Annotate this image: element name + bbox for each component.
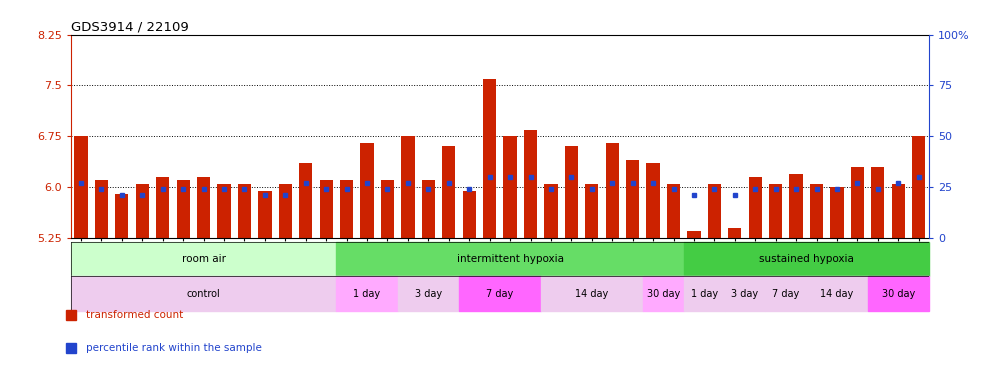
Bar [401, 136, 415, 238]
Bar [94, 180, 108, 238]
Bar [71, 276, 336, 311]
Bar [361, 143, 374, 238]
Bar [340, 180, 353, 238]
Bar [524, 129, 537, 238]
Bar [75, 136, 87, 238]
Text: control: control [187, 289, 220, 299]
Bar [666, 184, 680, 238]
Text: 14 day: 14 day [575, 289, 608, 299]
Text: 30 day: 30 day [882, 289, 915, 299]
Bar [197, 177, 210, 238]
Bar [564, 147, 578, 238]
Bar [806, 276, 868, 311]
Bar [136, 184, 149, 238]
Bar [380, 180, 394, 238]
Text: 3 day: 3 day [415, 289, 442, 299]
Text: 7 day: 7 day [773, 289, 799, 299]
Bar [336, 276, 398, 311]
Bar [177, 180, 190, 238]
Text: 1 day: 1 day [354, 289, 380, 299]
Bar [606, 143, 619, 238]
Bar [115, 194, 129, 238]
Bar [585, 184, 599, 238]
Bar [892, 184, 905, 238]
Bar [684, 242, 929, 276]
Bar [647, 164, 660, 238]
Bar [299, 164, 313, 238]
Bar [483, 79, 496, 238]
Bar [422, 180, 435, 238]
Text: intermittent hypoxia: intermittent hypoxia [456, 254, 563, 264]
Text: 14 day: 14 day [821, 289, 853, 299]
Text: sustained hypoxia: sustained hypoxia [759, 254, 854, 264]
Bar [831, 187, 843, 238]
Bar [850, 167, 864, 238]
Bar [71, 242, 336, 276]
Text: room air: room air [182, 254, 225, 264]
Bar [626, 160, 639, 238]
Bar [789, 174, 803, 238]
Text: percentile rank within the sample: percentile rank within the sample [86, 343, 261, 353]
Bar [868, 276, 929, 311]
Bar [728, 228, 741, 238]
Bar [459, 276, 541, 311]
Text: 3 day: 3 day [731, 289, 759, 299]
Bar [684, 276, 724, 311]
Bar [278, 184, 292, 238]
Bar [503, 136, 517, 238]
Text: 7 day: 7 day [487, 289, 513, 299]
Bar [724, 276, 766, 311]
Bar [810, 184, 823, 238]
Bar [871, 167, 885, 238]
Bar [336, 242, 684, 276]
Bar [217, 184, 231, 238]
Bar [687, 231, 701, 238]
Bar [766, 276, 806, 311]
Bar [319, 180, 333, 238]
Text: GDS3914 / 22109: GDS3914 / 22109 [71, 20, 189, 33]
Bar [463, 190, 476, 238]
Bar [541, 276, 643, 311]
Bar [749, 177, 762, 238]
Bar [769, 184, 782, 238]
Bar [238, 184, 251, 238]
Bar [708, 184, 722, 238]
Bar [912, 136, 925, 238]
Bar [643, 276, 684, 311]
Bar [259, 190, 271, 238]
Bar [398, 276, 459, 311]
Bar [545, 184, 557, 238]
Bar [156, 177, 169, 238]
Text: transformed count: transformed count [86, 310, 183, 320]
Bar [442, 147, 455, 238]
Text: 30 day: 30 day [647, 289, 680, 299]
Text: 1 day: 1 day [691, 289, 718, 299]
